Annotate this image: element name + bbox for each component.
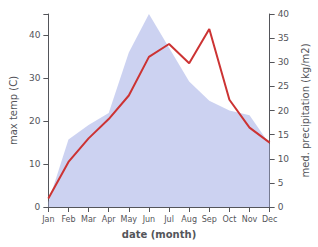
svg-text:25: 25 — [278, 81, 289, 91]
svg-text:15: 15 — [278, 130, 289, 140]
svg-text:med. precipitation (kg/m2): med. precipitation (kg/m2) — [300, 43, 311, 177]
svg-text:Nov: Nov — [242, 215, 258, 224]
svg-text:Sep: Sep — [202, 215, 217, 224]
svg-text:May: May — [121, 215, 138, 224]
svg-text:Jun: Jun — [142, 215, 156, 224]
svg-text:40: 40 — [29, 30, 41, 40]
svg-text:Aug: Aug — [181, 215, 197, 224]
svg-text:Oct: Oct — [222, 215, 236, 224]
svg-text:20: 20 — [29, 116, 41, 126]
svg-text:35: 35 — [278, 33, 289, 43]
svg-text:5: 5 — [278, 178, 284, 188]
svg-text:10: 10 — [278, 154, 290, 164]
svg-text:Jan: Jan — [41, 215, 54, 224]
svg-text:Feb: Feb — [61, 215, 75, 224]
svg-text:max temp (C): max temp (C) — [8, 76, 19, 145]
svg-text:40: 40 — [278, 9, 290, 19]
svg-text:10: 10 — [29, 159, 41, 169]
svg-text:Dec: Dec — [262, 215, 277, 224]
svg-text:date (month): date (month) — [122, 229, 196, 240]
svg-text:Mar: Mar — [81, 215, 97, 224]
svg-text:Apr: Apr — [102, 215, 117, 224]
svg-text:0: 0 — [35, 202, 41, 212]
svg-text:30: 30 — [29, 73, 41, 83]
svg-text:Jul: Jul — [163, 215, 174, 224]
svg-text:20: 20 — [278, 106, 290, 116]
svg-text:0: 0 — [278, 202, 284, 212]
svg-text:30: 30 — [278, 57, 290, 67]
